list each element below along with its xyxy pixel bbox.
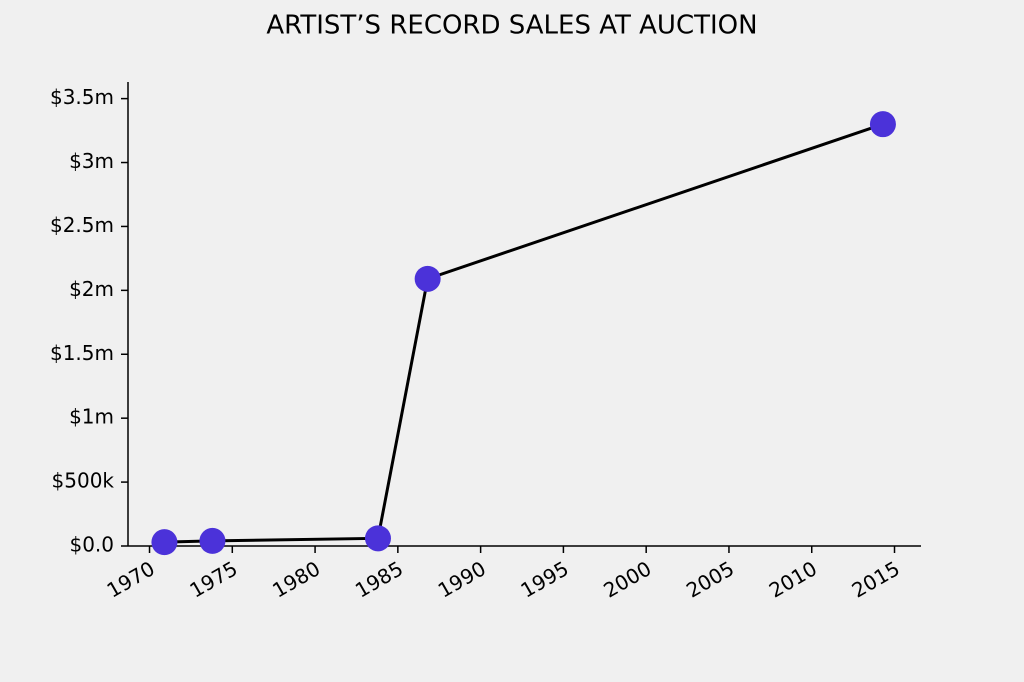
y-tick-label: $0.0 — [69, 533, 114, 557]
x-tick-label: 2015 — [848, 556, 904, 602]
y-tick-label: $3m — [69, 149, 114, 173]
x-tick-label: 1970 — [103, 556, 159, 602]
x-tick-label: 1990 — [434, 556, 490, 602]
point — [199, 527, 226, 554]
y-tick-label: $1m — [69, 405, 114, 429]
x-tick-label: 2005 — [682, 556, 738, 602]
y-tick-label: $3.5m — [50, 85, 114, 109]
y-tick-label: $2.5m — [50, 213, 114, 237]
line — [164, 122, 884, 544]
chart-title: ARTIST’S RECORD SALES AT AUCTION — [266, 11, 757, 41]
x-tick-label: 1995 — [517, 556, 573, 602]
point — [869, 111, 896, 138]
point — [364, 525, 391, 552]
x-tick-label: 1985 — [351, 556, 407, 602]
y-tick-label: $1.5m — [50, 341, 114, 365]
x-tick-label: 2000 — [599, 556, 655, 602]
point — [151, 529, 178, 556]
point — [414, 265, 441, 292]
x-tick-label: 1975 — [185, 556, 241, 602]
y-tick-label: $2m — [69, 277, 114, 301]
x-tick-label: 2010 — [765, 556, 821, 602]
x-tick-label: 1980 — [268, 556, 324, 602]
y-tick-label: $500k — [52, 469, 115, 493]
